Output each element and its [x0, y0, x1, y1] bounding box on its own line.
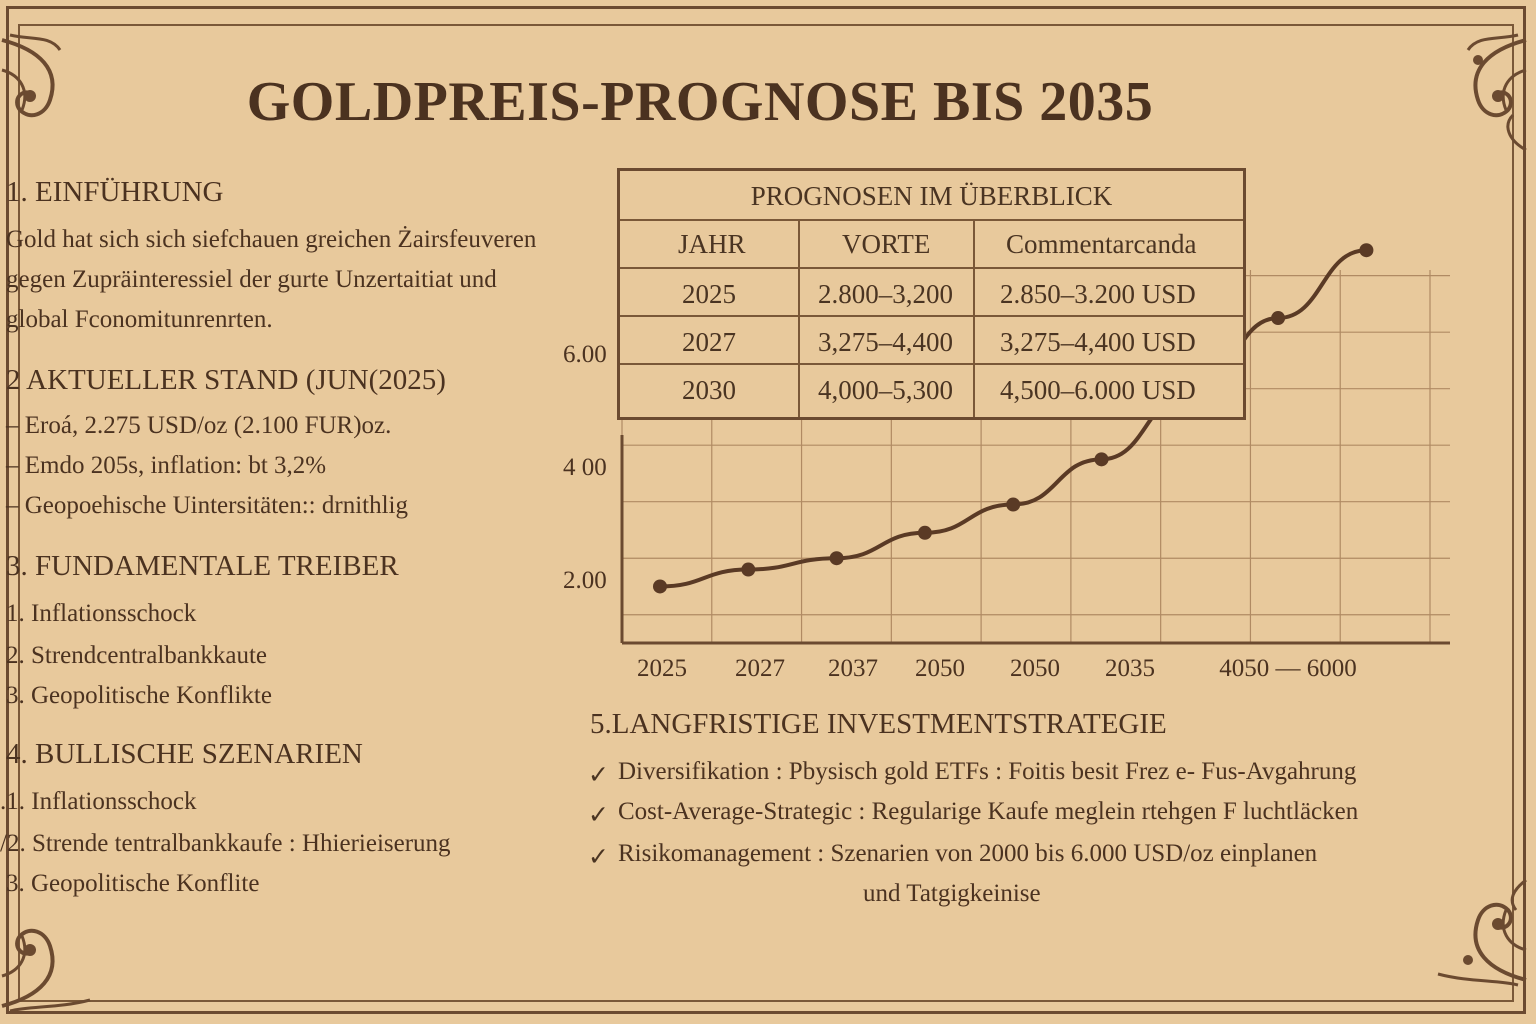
table-cell: 2025 — [682, 279, 736, 309]
intro-line: gegen Zupräinteressiel der gurte Unzerta… — [6, 266, 497, 293]
inner-border — [18, 24, 1514, 1002]
check-icon: ✓ — [588, 842, 609, 871]
x-tick-label: 2027 — [735, 655, 785, 682]
table-rule — [620, 219, 1243, 221]
x-tick-label: 2050 — [915, 655, 965, 682]
data-point — [1094, 452, 1109, 467]
table-rule — [620, 363, 1243, 365]
strategy-heading: 5.LANGFRISTIGE INVESTMENTSTRATEGIE — [590, 708, 1167, 740]
table-header: VORTE — [842, 229, 931, 259]
table-cell: 2.800–3,200 — [818, 279, 953, 309]
table-cell: 4,500–6.000 USD — [1000, 375, 1196, 405]
data-point — [917, 525, 932, 540]
forecast-table: PROGNOSEN IM ÜBERBLICK JAHR VORTE Commen… — [617, 168, 1246, 420]
y-tick-label: 2.00 — [563, 567, 607, 594]
data-point — [653, 579, 667, 594]
x-tick-label: 2025 — [637, 655, 687, 682]
x-tick-label: 2050 — [1010, 655, 1060, 682]
check-icon: ✓ — [588, 800, 609, 829]
bullish-line: 3. Geopolitische Konflite — [6, 870, 260, 897]
corner-ornament-bottom-left — [1, 928, 91, 1013]
x-tick-label: 4050 — 6000 — [1219, 655, 1357, 682]
current-line: – Geopoehische Uintersitäten:: drnithlig — [6, 492, 408, 519]
bullish-line: .1. Inflationsschock — [0, 788, 197, 815]
outer-border — [6, 6, 1526, 1014]
current-heading: 2 AKTUELLER STAND (JUN(2025) — [6, 364, 446, 396]
corner-ornament-bottom-right — [1437, 878, 1527, 987]
x-tick-label: 2035 — [1105, 655, 1155, 682]
current-line: – Eroá, 2.275 USD/oz (2.100 FUR)oz. — [6, 412, 392, 439]
data-point — [1271, 311, 1286, 326]
table-rule — [620, 267, 1243, 269]
table-rule — [620, 315, 1243, 317]
data-point — [1006, 497, 1021, 512]
table-rule — [973, 219, 975, 417]
corner-ornament-top-right — [1466, 33, 1527, 150]
strategy-item: Risikomanagement : Szenarien von 2000 bi… — [618, 840, 1318, 867]
strategy-item-continuation: und Tatgigkeinise — [863, 880, 1041, 907]
drivers-heading: 3. FUNDAMENTALE TREIBER — [6, 550, 399, 582]
table-title: PROGNOSEN IM ÜBERBLICK — [750, 181, 1113, 211]
intro-line: global Fconomitunrenrten. — [6, 306, 273, 333]
table-cell: 2.850–3.200 USD — [1000, 279, 1196, 309]
intro-line: Gold hat sich sich siefchauen greichen Ż… — [6, 226, 537, 253]
y-tick-label: 6.00 — [563, 341, 607, 368]
table-header: Commentarcanda — [1006, 229, 1197, 259]
current-line: – Emdo 205s, inflation: bt 3,2% — [6, 452, 327, 479]
table-cell: 4,000–5,300 — [818, 375, 953, 405]
strategy-item: Cost-Average-Strategic : Regularige Kauf… — [618, 798, 1359, 825]
series-line — [659, 248, 1367, 589]
table-cell: 3,275–4,400 USD — [1000, 327, 1196, 357]
data-point — [1359, 243, 1374, 258]
page-title: GOLDPREIS-PROGNOSE BIS 2035 — [246, 71, 1154, 133]
corner-ornament-top-left — [1, 33, 62, 118]
drivers-line: 2. Strendcentralbankkaute — [6, 642, 268, 669]
drivers-line: 3. Geopolitische Konflikte — [6, 682, 272, 709]
bullish-line: /2. Strende tentralbankkaufe : Hhierieis… — [0, 830, 451, 857]
drivers-line: 1. Inflationsschock — [6, 600, 197, 627]
intro-heading: 1. EINFÜHRUNG — [6, 176, 224, 208]
data-point — [829, 551, 844, 566]
table-cell: 2027 — [682, 327, 736, 357]
strategy-item: Diversifikation : Pbysisch gold ETFs : F… — [618, 758, 1357, 785]
data-point — [741, 562, 756, 577]
x-tick-label: 2037 — [828, 655, 878, 682]
table-cell: 3,275–4,400 — [818, 327, 953, 357]
y-tick-label: 4 00 — [563, 454, 607, 481]
check-icon: ✓ — [588, 760, 609, 789]
table-rule — [798, 219, 800, 417]
bullish-heading: 4. BULLISCHE SZENARIEN — [6, 738, 363, 770]
table-cell: 2030 — [682, 375, 736, 405]
table-header: JAHR — [678, 229, 746, 259]
